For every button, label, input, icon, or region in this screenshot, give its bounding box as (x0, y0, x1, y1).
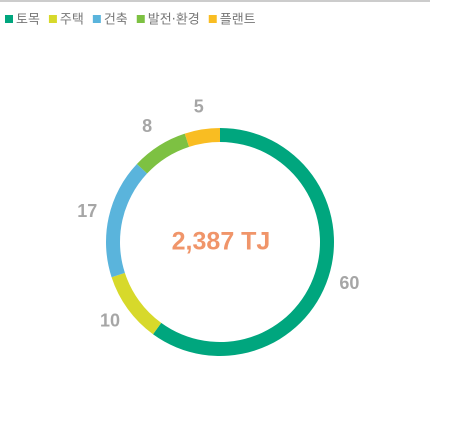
value-label: 17 (77, 201, 97, 221)
value-label: 10 (100, 311, 120, 331)
legend-label: 주택 (60, 13, 84, 28)
value-label: 5 (194, 96, 204, 116)
donut-segment (152, 128, 334, 356)
legend-swatch (5, 15, 13, 23)
donut-segment (184, 128, 220, 147)
donut-segment (111, 272, 162, 335)
legend-swatch (136, 15, 145, 23)
legend-label: 건축 (104, 13, 128, 28)
legend-swatch (48, 15, 57, 23)
donut-segment (136, 133, 190, 174)
donut-segment (106, 163, 148, 278)
value-label: 8 (142, 116, 152, 136)
legend-label: 토목 (16, 13, 40, 28)
legend-swatch (92, 15, 101, 23)
legend-swatch (208, 15, 217, 23)
legend-label: 플랜트 (220, 13, 256, 28)
center-label: 2,387 TJ (172, 228, 271, 256)
value-label: 60 (339, 273, 359, 293)
legend-label: 발전·환경 (148, 13, 200, 28)
